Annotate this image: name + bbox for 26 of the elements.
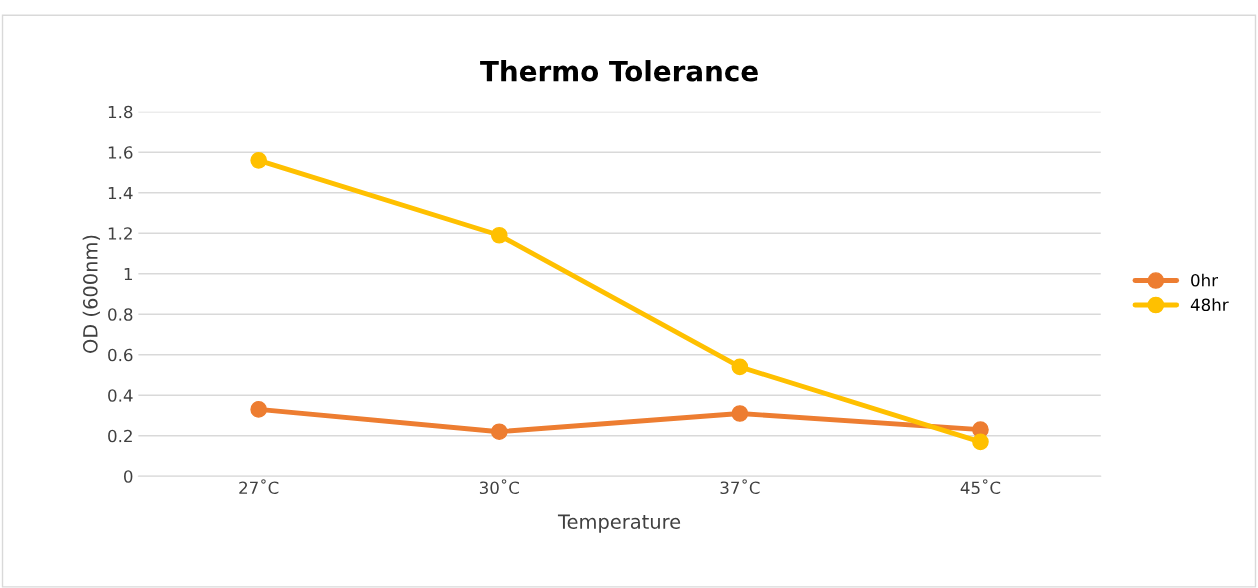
point [731, 405, 749, 422]
legend-label: 48hr [1190, 298, 1229, 312]
y-tick-label: 1.6 [108, 146, 133, 159]
point [731, 358, 749, 376]
point [250, 401, 268, 418]
x-tick-label: 45˚C [960, 479, 1001, 495]
y-tick-label: 1.4 [108, 186, 133, 200]
y-tick-label: 1 [124, 267, 132, 281]
x-tick-label: 27˚C [239, 479, 279, 495]
y-tick-label: 1.8 [108, 105, 133, 119]
y-tick-label: 1.2 [108, 227, 132, 240]
x-tick-label: 37˚C [720, 479, 760, 495]
point [972, 433, 989, 451]
point [490, 423, 508, 441]
chart-title: Thermo Tolerance [480, 60, 758, 82]
legend-label: 0hr [1191, 273, 1219, 287]
x-tick-label: 30˚C [479, 479, 519, 495]
y-tick-label: 0.6 [108, 348, 133, 362]
y-axis-title: OD (600nm) [82, 235, 100, 353]
point [490, 226, 508, 244]
y-tick-label: 0.4 [108, 389, 133, 402]
y-tick-label: 0.2 [108, 429, 132, 443]
x-axis-title: Temperature [557, 514, 681, 533]
point [250, 151, 268, 169]
y-tick-label: 0.8 [108, 308, 133, 321]
y-tick-label: 0 [124, 470, 133, 483]
